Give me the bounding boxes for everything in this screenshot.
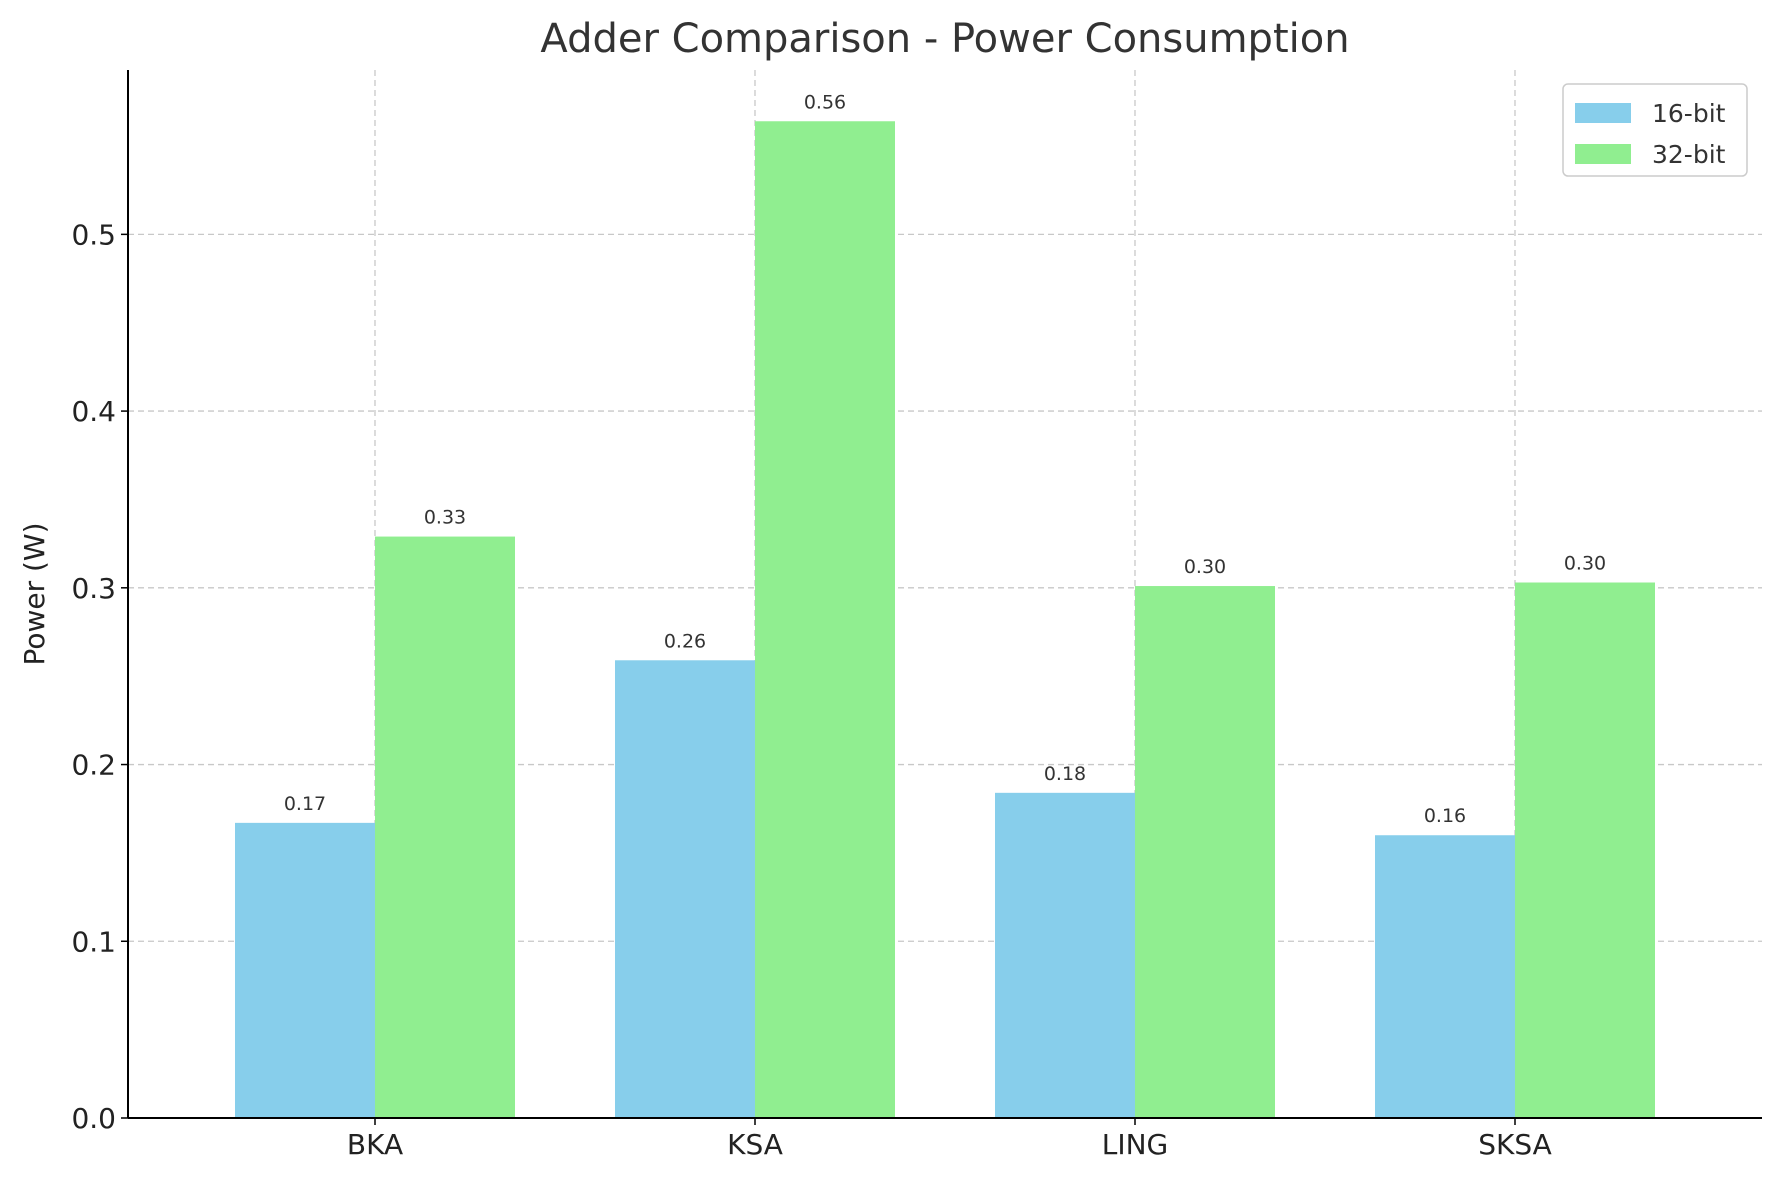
bar-16-bit-BKA (235, 822, 375, 1118)
legend: 16-bit 32-bit (1562, 83, 1748, 177)
legend-swatch (1575, 103, 1631, 123)
y-axis-label: Power (W) (18, 522, 51, 665)
tick-labels: 0.0 0.1 0.2 0.3 0.4 0.5 BKA KSA LING SKSA (71, 218, 1551, 1161)
y-tick-label: 0.3 (71, 572, 116, 605)
data-label: 0.26 (664, 630, 706, 652)
data-label: 0.56 (804, 91, 846, 113)
data-label: 0.30 (1184, 556, 1226, 578)
x-tick-label: BKA (347, 1128, 403, 1161)
bar-16-bit-SKSA (1375, 835, 1515, 1118)
y-tick-label: 0.2 (71, 749, 116, 782)
bar-32-bit-BKA (375, 536, 515, 1118)
bar-32-bit-KSA (755, 121, 895, 1118)
data-label: 0.33 (424, 507, 466, 529)
legend-label: 16-bit (1652, 99, 1726, 128)
bar-16-bit-KSA (615, 660, 755, 1118)
y-tick-label: 0.4 (71, 395, 116, 428)
legend-label: 32-bit (1652, 140, 1726, 169)
bars (235, 121, 1655, 1118)
x-tick-label: SKSA (1478, 1128, 1552, 1161)
data-label: 0.18 (1044, 763, 1086, 785)
bar-16-bit-LING (995, 792, 1135, 1118)
x-tick-label: KSA (727, 1128, 783, 1161)
y-tick-label: 0.0 (71, 1102, 116, 1135)
axes (121, 70, 1762, 1125)
data-labels: 0.17 0.26 0.18 0.16 0.33 0.56 0.30 0.30 (284, 91, 1606, 827)
data-label: 0.17 (284, 793, 326, 815)
legend-swatch (1575, 144, 1631, 164)
data-label: 0.30 (1564, 553, 1606, 575)
data-label: 0.16 (1424, 805, 1466, 827)
y-tick-label: 0.5 (71, 218, 116, 251)
x-tick-label: LING (1102, 1128, 1169, 1161)
y-tick-label: 0.1 (71, 925, 116, 958)
chart-title: Adder Comparison - Power Consumption (540, 16, 1349, 62)
bar-32-bit-SKSA (1515, 582, 1655, 1118)
bar-32-bit-LING (1135, 586, 1275, 1118)
